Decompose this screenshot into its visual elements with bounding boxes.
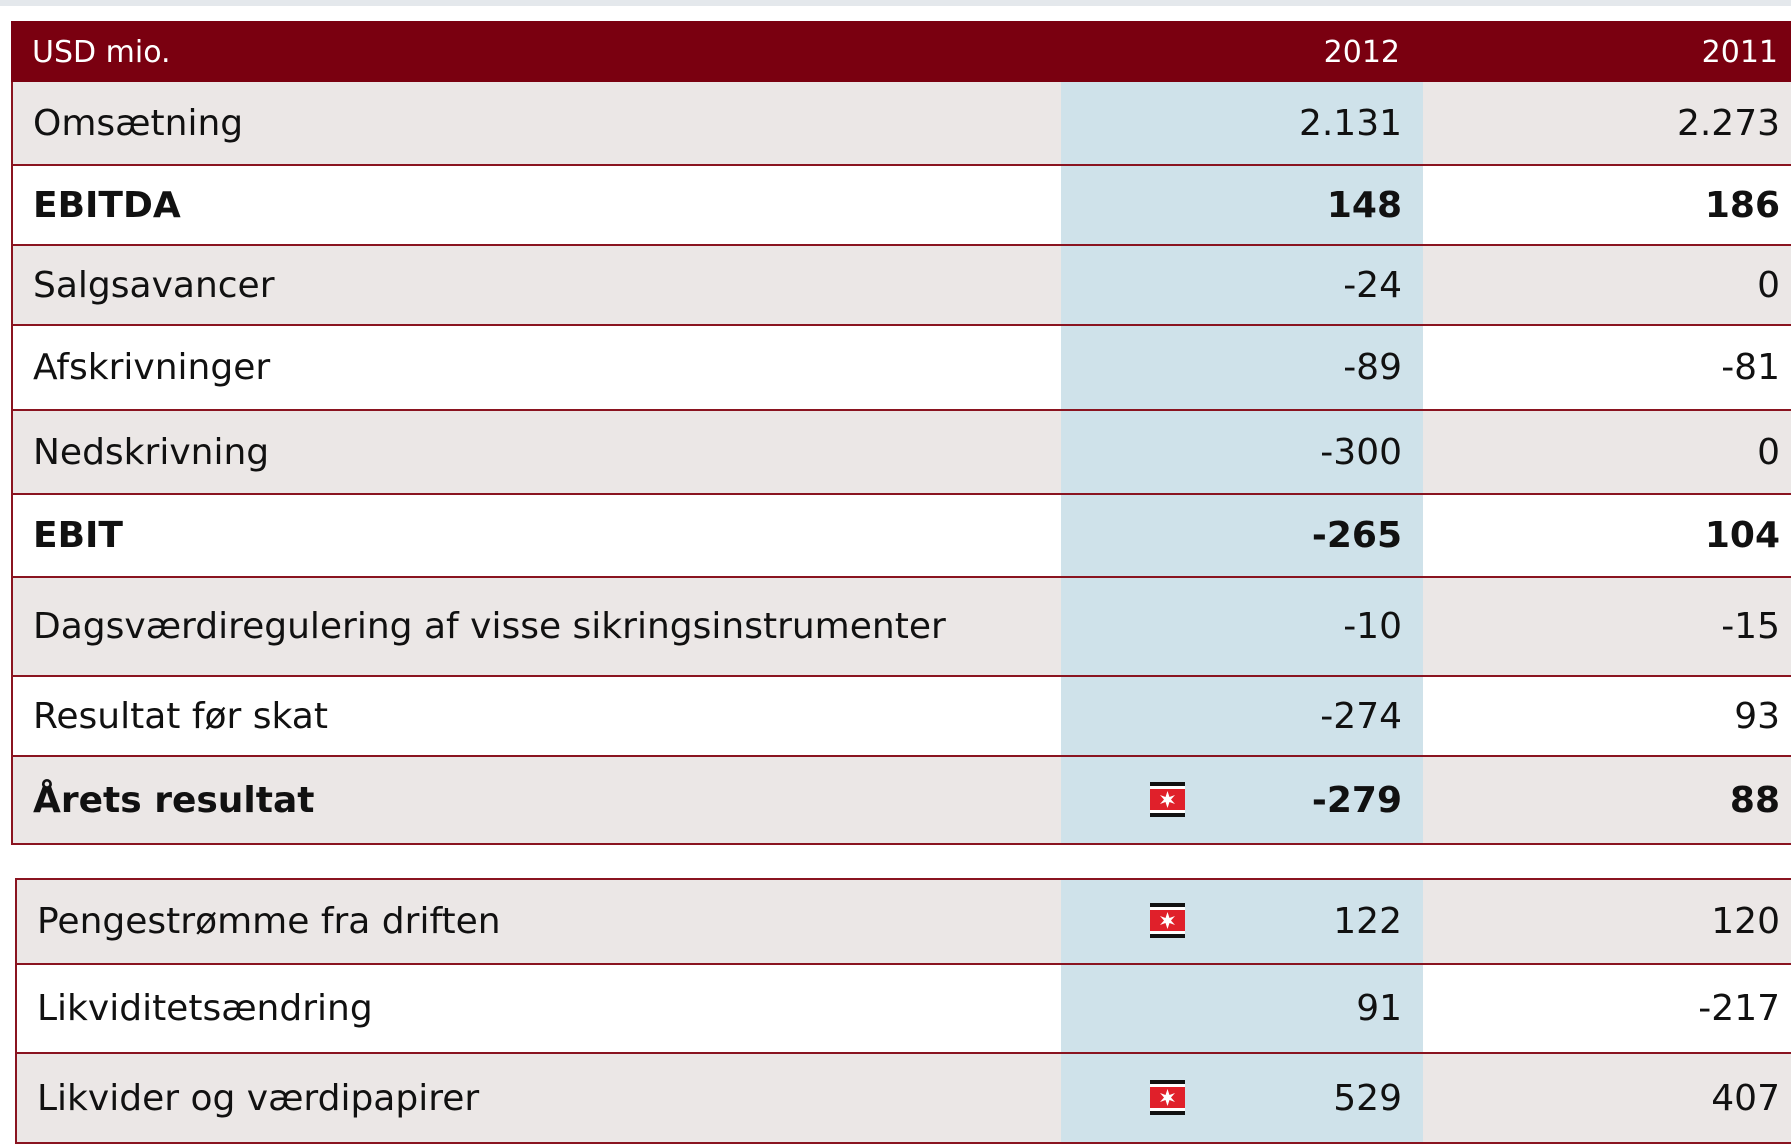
value-2011: -15 <box>1721 606 1780 647</box>
note-icon <box>1150 903 1185 938</box>
value-2011: 186 <box>1704 184 1780 226</box>
table-row: EBIT -265 104 <box>11 495 1791 578</box>
highlight-column <box>1061 880 1423 963</box>
value-2011: 0 <box>1757 264 1780 306</box>
value-2012: -274 <box>1320 695 1402 737</box>
year-label: 2012 <box>1323 34 1400 70</box>
value-2011: 0 <box>1757 431 1780 473</box>
value-2012: -89 <box>1343 347 1402 388</box>
highlight-column <box>1061 246 1423 324</box>
value-2011: 88 <box>1729 779 1780 821</box>
table-row: Pengestrømme fra driften 122 120 <box>15 880 1791 965</box>
row-label: Pengestrømme fra driften <box>37 901 501 942</box>
table-header: USD mio. 2012 2011 <box>11 21 1791 83</box>
highlight-column <box>1061 757 1423 843</box>
value-2011: 120 <box>1711 901 1780 942</box>
row-label: Afskrivninger <box>33 347 271 388</box>
row-label: Resultat før skat <box>33 695 328 737</box>
highlight-column <box>1061 495 1423 576</box>
row-label: EBIT <box>33 515 123 556</box>
note-icon <box>1150 781 1185 817</box>
table-row: Dagsværdiregulering af visse sikringsins… <box>11 578 1791 677</box>
top-strip <box>0 0 1791 6</box>
note-icon <box>1150 1079 1185 1115</box>
value-2011: -81 <box>1721 347 1780 388</box>
row-label: Likviditetsændring <box>37 988 373 1029</box>
row-label: Nedskrivning <box>33 431 270 473</box>
value-2012: 91 <box>1356 988 1402 1029</box>
value-2011: 93 <box>1734 695 1780 737</box>
row-label: Omsætning <box>33 102 244 144</box>
value-2012: -10 <box>1343 606 1402 647</box>
value-2012: -24 <box>1343 264 1402 306</box>
table-row: Nedskrivning -300 0 <box>11 411 1791 495</box>
highlight-column <box>1061 677 1423 755</box>
row-label: Salgsavancer <box>33 264 275 306</box>
row-label: Årets resultat <box>33 779 315 821</box>
table-row: Årets resultat -279 88 <box>11 757 1791 845</box>
unit-label: USD mio. <box>32 34 171 70</box>
highlight-column <box>1061 326 1423 409</box>
table-top-border <box>15 878 1791 880</box>
value-2012: -300 <box>1320 431 1402 473</box>
row-label: Dagsværdiregulering af visse sikringsins… <box>33 606 946 647</box>
table-row: Likvider og værdipapirer 529 407 <box>15 1054 1791 1144</box>
value-2011: 104 <box>1704 515 1780 556</box>
highlight-column <box>1061 578 1423 675</box>
highlight-column <box>1061 82 1423 164</box>
value-2012: 148 <box>1326 184 1402 226</box>
value-2011: 2.273 <box>1676 102 1780 144</box>
highlight-column <box>1061 166 1423 244</box>
table-row: EBITDA 148 186 <box>11 166 1791 246</box>
table-row: Salgsavancer -24 0 <box>11 246 1791 326</box>
value-2012: -265 <box>1311 515 1402 556</box>
table-row: Omsætning 2.131 2.273 <box>11 82 1791 166</box>
table-row: Afskrivninger -89 -81 <box>11 326 1791 411</box>
value-2012: 529 <box>1333 1077 1402 1119</box>
value-2012: -279 <box>1311 779 1402 821</box>
value-2012: 122 <box>1333 901 1402 942</box>
highlight-column <box>1061 411 1423 493</box>
value-2011: -217 <box>1698 988 1780 1029</box>
value-2011: 407 <box>1711 1077 1780 1119</box>
year-label: 2011 <box>1701 34 1778 70</box>
table-row: Likviditetsændring 91 -217 <box>15 965 1791 1054</box>
table-row: Resultat før skat -274 93 <box>11 677 1791 757</box>
row-label: EBITDA <box>33 184 181 226</box>
row-label: Likvider og værdipapirer <box>37 1077 480 1119</box>
highlight-column <box>1061 965 1423 1052</box>
value-2012: 2.131 <box>1298 102 1402 144</box>
highlight-column <box>1061 1054 1423 1142</box>
